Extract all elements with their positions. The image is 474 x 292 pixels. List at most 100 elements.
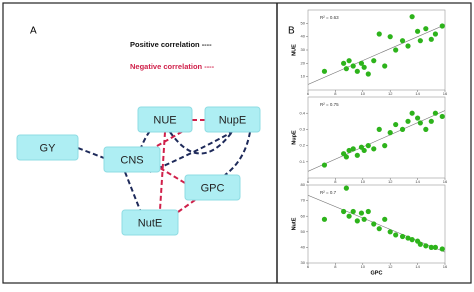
- point: [409, 237, 415, 243]
- y-tick-label: 0.3: [299, 126, 305, 131]
- point: [417, 38, 423, 44]
- point: [343, 185, 349, 191]
- point: [358, 210, 365, 216]
- x-tick-label: 8: [334, 264, 337, 269]
- x-tick-label: 14: [415, 179, 420, 184]
- point: [321, 162, 328, 168]
- point: [361, 216, 367, 222]
- x-axis-label: GPC: [371, 270, 383, 276]
- x-tick-label: 12: [388, 264, 393, 269]
- y-tick-label: 50: [301, 20, 306, 25]
- point: [346, 213, 352, 219]
- point: [415, 28, 421, 34]
- point: [365, 143, 371, 149]
- edge: [149, 129, 186, 151]
- point: [399, 233, 406, 240]
- point: [387, 34, 393, 40]
- point: [432, 31, 439, 37]
- y-tick-label: 60: [301, 213, 306, 218]
- x-tick-label: 12: [388, 179, 393, 184]
- x-tick-label: 14: [415, 264, 420, 269]
- y-axis-label: NutE: [291, 217, 297, 230]
- point: [393, 47, 399, 53]
- x-tick-label: 14: [415, 91, 420, 96]
- point: [393, 121, 399, 128]
- edge: [77, 147, 105, 159]
- point: [350, 208, 356, 215]
- point: [341, 60, 347, 66]
- point: [428, 118, 434, 124]
- y-axis-label: NupE: [291, 130, 297, 145]
- y-tick-label: 30: [301, 260, 306, 265]
- point: [358, 60, 365, 66]
- point: [405, 235, 411, 241]
- trend-line: [308, 24, 445, 85]
- y-tick-label: 10: [301, 74, 306, 79]
- point: [321, 216, 328, 222]
- y-tick-label: 50: [301, 229, 306, 234]
- point: [417, 241, 423, 247]
- point: [371, 146, 377, 152]
- y-tick-label: 0.4: [299, 110, 305, 115]
- point: [343, 154, 349, 160]
- point: [432, 244, 439, 250]
- point: [341, 208, 347, 215]
- node-label: NUE: [153, 114, 176, 126]
- y-tick-label: 40: [301, 34, 306, 39]
- y-tick-label: 80: [301, 182, 306, 187]
- point: [409, 110, 415, 116]
- point: [409, 14, 415, 20]
- node-box: [16, 134, 79, 161]
- plot-frame: [307, 184, 446, 264]
- point: [405, 43, 411, 49]
- edge: [169, 131, 233, 155]
- point: [321, 68, 328, 74]
- node-box: [204, 106, 261, 133]
- y-tick-label: 20: [301, 60, 306, 65]
- point: [343, 66, 349, 72]
- point: [393, 232, 399, 238]
- point: [428, 244, 434, 250]
- x-tick-label: 8: [334, 179, 337, 184]
- annotation: R² = 0.7: [320, 190, 337, 195]
- point: [382, 216, 388, 222]
- plot-frame: [307, 96, 446, 179]
- point: [376, 31, 382, 37]
- x-tick-label: 8: [334, 91, 337, 96]
- y-tick-label: 0.1: [299, 159, 305, 164]
- point: [439, 23, 445, 29]
- y-tick-label: 70: [301, 198, 306, 203]
- y-tick-label: 0.2: [299, 143, 305, 148]
- node: NUE: [137, 106, 193, 133]
- y-tick-label: 30: [301, 47, 306, 52]
- point: [365, 208, 371, 215]
- nodes: GY CNS NUE NupE GPC NutE: [16, 106, 261, 236]
- point: [399, 126, 406, 132]
- point: [417, 120, 423, 126]
- annotation: R² = 0.63: [320, 15, 339, 20]
- point: [439, 246, 445, 252]
- point: [415, 115, 421, 121]
- point: [350, 63, 356, 69]
- x-tick-label: 6: [307, 91, 310, 96]
- x-tick-label: 10: [361, 264, 366, 269]
- node-box: [103, 146, 161, 173]
- point: [405, 118, 411, 124]
- point: [371, 221, 377, 227]
- point: [387, 130, 393, 136]
- node-label: CNS: [120, 154, 143, 166]
- node-box: [137, 106, 193, 133]
- x-tick-label: 6: [307, 264, 310, 269]
- x-tick-label: 10: [361, 179, 366, 184]
- edge: [177, 199, 196, 213]
- point: [387, 229, 393, 235]
- node-box: [184, 174, 241, 201]
- edge: [224, 131, 251, 176]
- point: [361, 147, 367, 154]
- outer-frame: [2, 2, 472, 284]
- point: [423, 26, 429, 32]
- point: [382, 143, 388, 149]
- edge: [159, 131, 166, 211]
- point: [354, 218, 360, 224]
